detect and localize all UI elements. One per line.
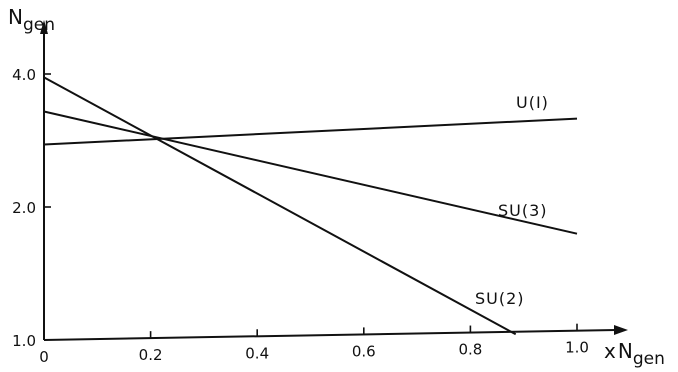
x-tick-label: 1.0	[565, 339, 589, 357]
x-axis-title-prefix: x	[604, 339, 616, 363]
y-ticks: 1.0 2.0 4.0	[12, 66, 51, 350]
series-label-u1: U(I)	[516, 93, 549, 112]
x-axis-arrowhead	[614, 325, 628, 335]
series-label-su2: SU(2)	[475, 289, 525, 308]
x-tick-label: 0	[39, 348, 49, 366]
y-axis-title: Ngen	[8, 5, 55, 35]
x-axis-title: x Ngen	[604, 339, 665, 369]
series-line-su3	[43, 110, 578, 235]
series-line-su2	[43, 76, 517, 336]
x-tick-label: 0.8	[458, 341, 482, 359]
series-line-ui	[43, 117, 578, 146]
y-axis-title-sub: gen	[23, 15, 55, 35]
y-axis-title-main: N	[8, 5, 23, 29]
y-tick-label: 4.0	[12, 66, 36, 84]
x-tick-label: 0.2	[139, 346, 163, 364]
x-tick-label: 0.4	[245, 344, 269, 362]
y-axis-arrowhead	[40, 20, 48, 34]
x-axis-title-main: N	[618, 339, 633, 363]
y-tick-label: 1.0	[12, 332, 36, 350]
x-axis-line	[43, 329, 617, 341]
series-lines	[43, 76, 578, 336]
x-ticks: 0 0.2 0.4 0.6 0.8 1.0	[39, 323, 589, 366]
series-label-su3: SU(3)	[498, 201, 548, 220]
y-tick-label: 2.0	[12, 199, 36, 217]
x-axis-title-sub: gen	[633, 349, 665, 369]
x-tick-label: 0.6	[352, 342, 376, 360]
